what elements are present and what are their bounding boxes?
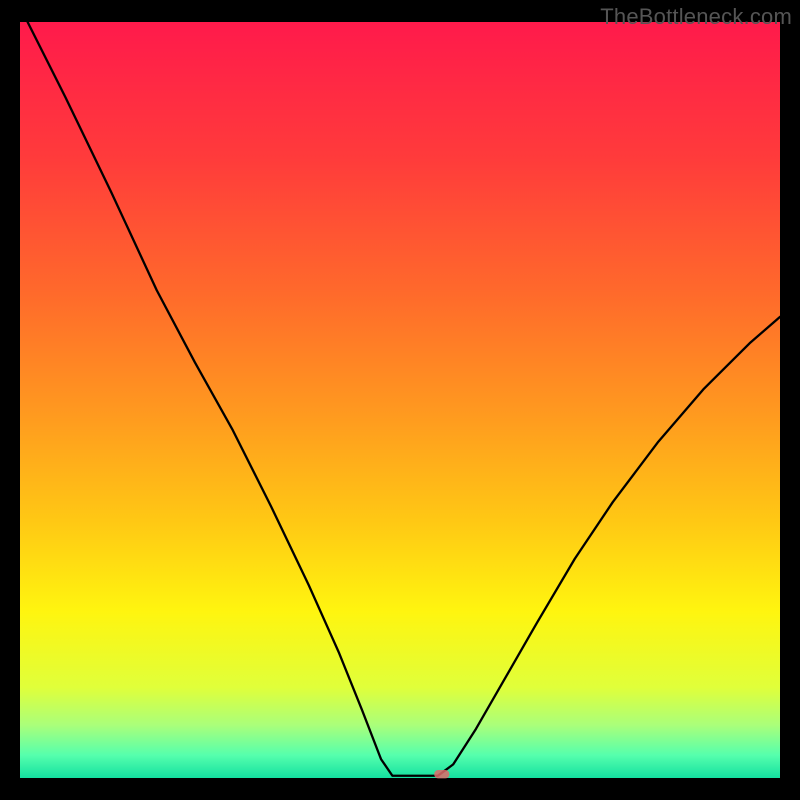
optimal-marker [434, 770, 449, 778]
chart-container: TheBottleneck.com [0, 0, 800, 800]
plot-gradient-background [20, 22, 780, 778]
watermark-text: TheBottleneck.com [600, 4, 792, 30]
bottleneck-curve-chart [0, 0, 800, 800]
